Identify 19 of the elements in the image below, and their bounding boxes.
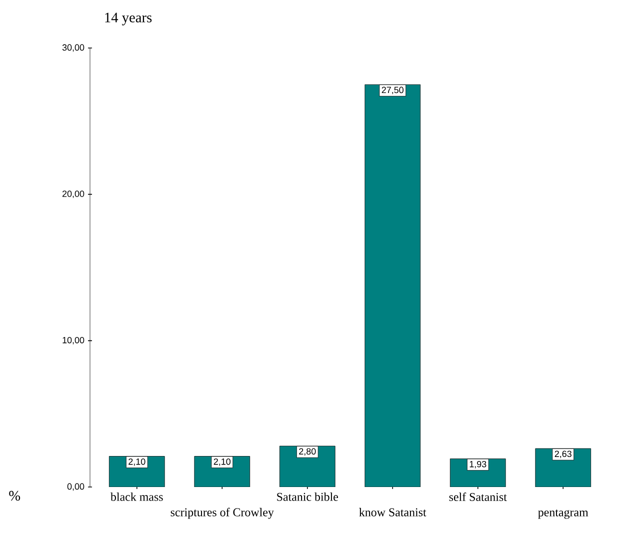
data-label: 2,10 bbox=[128, 458, 146, 466]
y-tick-label: 30,00 bbox=[62, 44, 84, 52]
data-label: 27,50 bbox=[382, 86, 404, 94]
chart-title: 14 years bbox=[105, 12, 152, 26]
y-tick-label: 10,00 bbox=[62, 336, 84, 344]
x-tick-label: Satanic bible bbox=[277, 492, 338, 501]
x-tick-label: scriptures of Crowley bbox=[170, 508, 274, 519]
bar bbox=[364, 84, 420, 487]
x-tick-label: self Satanist bbox=[449, 492, 507, 502]
y-tick-label: 0,00 bbox=[67, 483, 84, 491]
data-label: 2,10 bbox=[214, 458, 231, 466]
data-label: 1,93 bbox=[470, 460, 486, 468]
x-tick-label: black mass bbox=[110, 492, 163, 501]
data-label: 2,80 bbox=[299, 448, 316, 456]
data-label: 2,63 bbox=[554, 450, 572, 458]
x-tick-label: know Satanist bbox=[359, 508, 426, 516]
y-tick-label: 20,00 bbox=[62, 190, 84, 198]
y-axis-title: % bbox=[9, 490, 20, 501]
x-tick-label: pentagram bbox=[538, 509, 588, 519]
